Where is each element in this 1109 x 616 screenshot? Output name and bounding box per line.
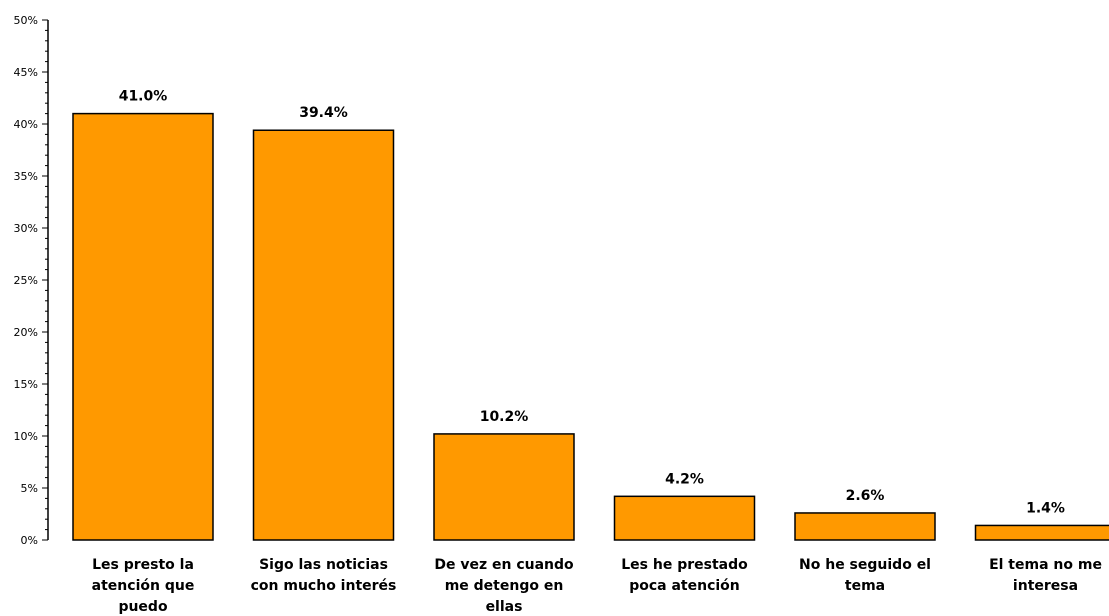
category-label: No he seguido el tema [799, 557, 931, 594]
category-label-line: Les he prestado [621, 557, 748, 573]
data-label: 41.0% [119, 89, 168, 105]
category-label-line: Les presto la [92, 557, 194, 573]
bar [794, 512, 936, 541]
y-tick-label: 45% [14, 66, 38, 79]
category-label-line: con mucho interés [251, 578, 397, 594]
bar [974, 524, 1109, 541]
data-labels: 41.0% 39.4% 10.2% 4.2% 2.6% 1.4% [119, 89, 1065, 517]
category-label-line: interesa [1013, 578, 1078, 594]
bar [433, 433, 575, 541]
y-tick-label: 35% [14, 170, 38, 183]
category-label-line: Sigo las noticias [259, 557, 388, 573]
y-tick-label: 10% [14, 430, 38, 443]
category-label: El tema no me interesa [989, 557, 1102, 594]
category-label: Les he prestado poca atención [621, 557, 748, 594]
data-label: 4.2% [665, 471, 704, 487]
bar [613, 495, 756, 541]
data-label: 10.2% [480, 409, 529, 425]
y-tick-label: 50% [14, 14, 38, 27]
bar [252, 129, 395, 541]
category-labels: Les presto la atención que puedo Sigo las n… [92, 557, 1102, 615]
data-label: 39.4% [299, 105, 348, 121]
y-tick-label: 25% [14, 274, 38, 287]
y-tick-label: 20% [14, 326, 38, 339]
y-axis: 0% 5% 10% 15% 20% 25% 30% 35% 40% 45% 50% [14, 14, 49, 547]
y-tick-label: 5% [21, 482, 38, 495]
category-label-line: No he seguido el [799, 557, 931, 573]
category-label-line: El tema no me [989, 557, 1102, 573]
category-label-line: atención que [92, 578, 195, 594]
data-label: 1.4% [1026, 500, 1065, 516]
category-label-line: ellas [486, 599, 523, 615]
y-tick-label: 30% [14, 222, 38, 235]
category-label-line: poca atención [629, 578, 740, 594]
category-label: De vez en cuando me detengo en ellas [434, 557, 574, 615]
bar [72, 112, 214, 541]
category-label-line: me detengo en [445, 578, 564, 594]
y-tick-label: 15% [14, 378, 38, 391]
data-label: 2.6% [846, 488, 885, 504]
y-tick-label: 40% [14, 118, 38, 131]
category-label-line: De vez en cuando [434, 557, 574, 573]
bars [72, 112, 1109, 541]
category-label: Les presto la atención que puedo [92, 557, 195, 615]
category-label-line: tema [845, 578, 885, 594]
y-tick-label: 0% [21, 534, 38, 547]
category-label-line: puedo [118, 599, 168, 615]
category-label: Sigo las noticias con mucho interés [251, 557, 397, 594]
